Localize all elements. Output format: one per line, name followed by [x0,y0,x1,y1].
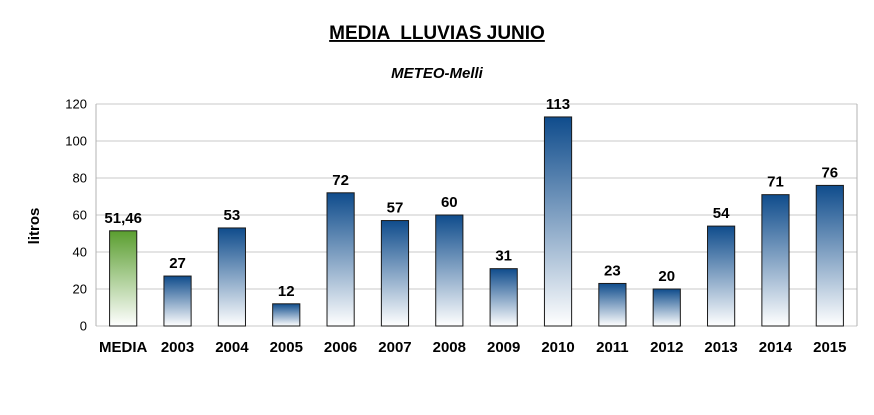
y-axis-label: litros [26,208,43,245]
data-labels: 51,46 27 53 12 72 57 60 31 113 23 20 54 71 76 [104,96,838,300]
bar-2007 [380,220,410,327]
bar-2009 [489,268,518,327]
data-label: 51,46 [104,210,142,227]
y-tick-label: 40 [73,245,87,260]
data-label: 23 [604,262,621,279]
x-tick-label: 2011 [596,339,629,356]
chart-subtitle: METEO-Melli [391,65,484,82]
y-tick-label: 20 [73,282,87,297]
data-label: 54 [713,205,730,222]
y-tick-label: 120 [65,97,87,112]
bar-media [109,230,138,327]
data-label: 72 [332,172,349,189]
bars [109,116,844,327]
x-tick-label: MEDIA [99,339,148,356]
x-tick-label: 2014 [759,339,793,356]
x-tick-label: 2007 [378,339,411,356]
y-tick-label: 0 [80,319,87,334]
bar-2008 [435,214,464,327]
y-axis-ticks: 0 20 40 60 80 100 120 [65,97,87,334]
bar-2003 [163,275,192,327]
x-axis-ticks: MEDIA 2003 2004 2005 2006 2007 2008 2009 2010 201… [99,339,847,356]
data-label: 53 [224,207,241,224]
x-tick-label: 2008 [433,339,466,356]
data-label: 12 [278,283,295,300]
x-tick-label: 2012 [650,339,683,356]
x-tick-label: 2015 [813,339,846,356]
x-tick-label: 2013 [704,339,737,356]
x-tick-label: 2010 [541,339,574,356]
y-tick-label: 80 [73,171,87,186]
bar-2015 [815,184,844,327]
x-tick-label: 2005 [270,339,303,356]
bar-2012 [652,288,681,327]
data-label: 20 [658,268,675,285]
bar-2013 [707,225,736,327]
data-label: 60 [441,194,458,211]
chart-title: MEDIA LLUVIAS JUNIO [329,23,545,44]
bar-2011 [598,282,627,327]
data-label: 31 [495,248,512,265]
data-label: 27 [169,255,186,272]
bar-2014 [761,194,790,327]
data-label: 71 [767,174,784,191]
data-label: 57 [387,200,404,217]
data-label: 113 [546,96,570,113]
x-tick-label: 2003 [161,339,194,356]
y-tick-label: 100 [65,134,87,149]
data-label: 76 [821,164,838,181]
bar-2004 [217,227,246,327]
x-tick-label: 2009 [487,339,520,356]
bar-2005 [272,303,301,327]
bar-2006 [326,192,355,327]
gridlines [95,103,858,327]
x-tick-label: 2006 [324,339,357,356]
bar-2010 [543,116,573,327]
y-tick-label: 60 [73,208,87,223]
x-tick-label: 2004 [215,339,249,356]
